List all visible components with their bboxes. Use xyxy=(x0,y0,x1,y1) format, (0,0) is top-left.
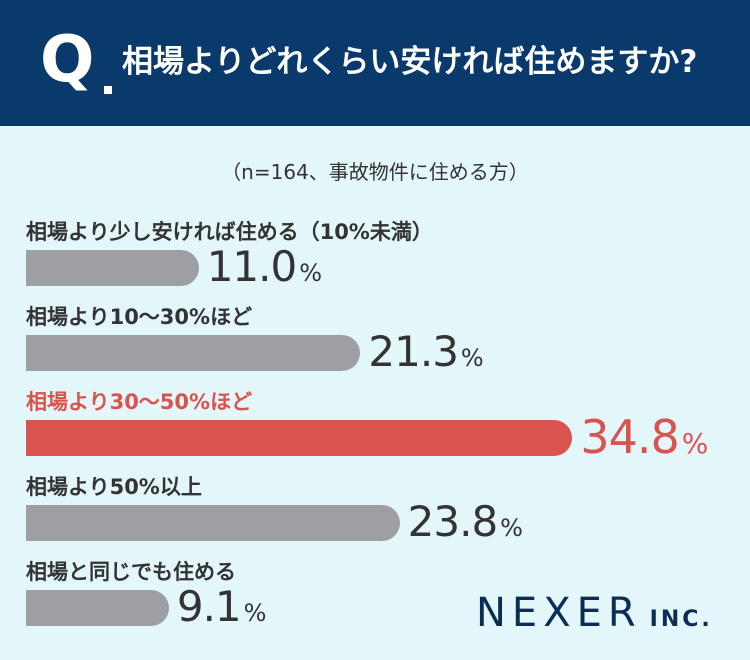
bar-label-4: 相場より50%以上 xyxy=(26,475,202,499)
percent-sign: % xyxy=(243,599,267,627)
percent-sign: % xyxy=(460,344,484,372)
bar-value-3: 34.8% xyxy=(580,414,708,460)
bar-label-1: 相場より少し安ければ住める（10%未満） xyxy=(26,220,433,244)
logo-sub-text: INC. xyxy=(649,607,713,632)
bar-4 xyxy=(26,505,400,541)
question-header: Q 相場よりどれくらい安ければ住めますか? xyxy=(0,0,750,126)
value-number: 34.8 xyxy=(580,410,679,464)
value-number: 9.1 xyxy=(176,582,242,631)
q-dot xyxy=(104,86,112,94)
value-number: 21.3 xyxy=(368,327,459,376)
value-number: 11.0 xyxy=(206,242,298,291)
bar-value-1: 11.0% xyxy=(207,246,322,288)
q-mark: Q xyxy=(40,23,95,97)
percent-sign: % xyxy=(500,514,523,542)
bar-1 xyxy=(26,250,199,286)
sample-size-note: （n=164、事故物件に住める方） xyxy=(221,160,529,184)
bar-label-3: 相場より30〜50%ほど xyxy=(26,390,253,414)
percent-sign: % xyxy=(681,427,709,460)
bar-label-5: 相場と同じでも住める xyxy=(26,560,236,584)
nexer-logo: NEXER INC. xyxy=(476,590,713,636)
question-text: 相場よりどれくらい安ければ住めますか? xyxy=(122,44,698,80)
logo-main-text: NEXER xyxy=(476,590,642,636)
bar-value-5: 9.1% xyxy=(177,586,267,628)
bar-2 xyxy=(26,335,361,371)
bar-label-2: 相場より10〜30%ほど xyxy=(26,305,253,329)
bar-5 xyxy=(26,590,169,626)
value-number: 23.8 xyxy=(407,497,499,546)
bar-value-4: 23.8% xyxy=(408,501,523,543)
bar-value-2: 21.3% xyxy=(368,331,483,373)
percent-sign: % xyxy=(299,259,323,287)
bar-3 xyxy=(26,420,573,456)
